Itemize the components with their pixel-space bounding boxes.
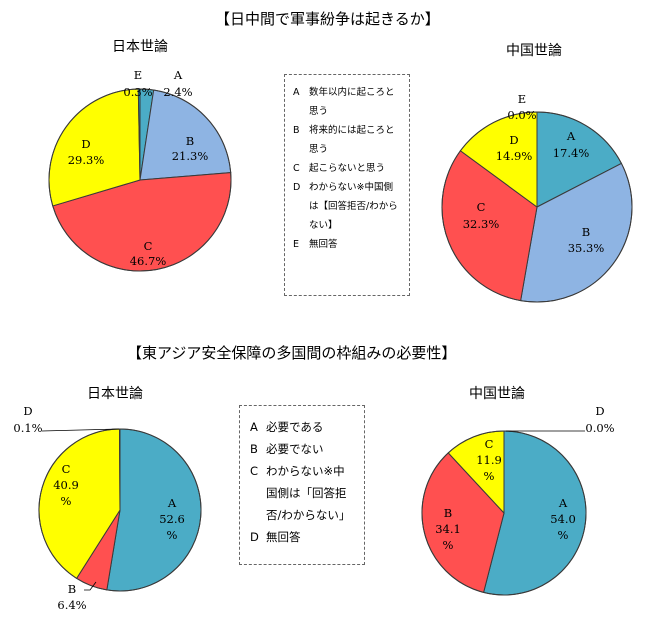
pie1-label-b: B 21.3% [172, 134, 209, 163]
pie2-label-b: B 35.3% [568, 225, 605, 255]
legend-item: D 無回答 [250, 530, 301, 544]
legend-item: E 無回答 [293, 239, 338, 250]
pie3-label-c: C 40.9% [53, 462, 79, 508]
legend-item: C わからない※中国側は「回答拒否/わからない」 [250, 464, 351, 522]
pie1-label-e: E 0.3% [123, 68, 152, 99]
legend-item: C 起こらないと思う [293, 163, 386, 174]
pie3-leader-b [84, 581, 97, 591]
pie3-slice-d [118, 428, 121, 511]
pie1-label-d: D 29.3% [68, 137, 105, 167]
pie3-label-d: D 0.1% [13, 404, 42, 435]
chart2-title: 中国世論 [506, 43, 562, 59]
pie2-label-a: A 17.4% [553, 129, 590, 160]
pie3-outline [38, 428, 202, 592]
legend-item: B 必要でない [250, 442, 324, 456]
pie3-slice-a [106, 428, 202, 592]
pie2-label-d: D 14.9% [496, 133, 533, 163]
pie2-outline [441, 111, 633, 303]
pie1-outline [48, 88, 232, 272]
pie2-label-e: E 0.0% [507, 92, 536, 122]
pie3-label-a: A 52.6% [159, 496, 185, 542]
chart1-title: 日本世論 [112, 39, 168, 55]
legend-item: B 将来的には起ころと思う [293, 125, 395, 155]
pie2-label-c: C 32.3% [463, 200, 500, 231]
pie4-label-d: D 0.0% [585, 404, 614, 435]
pie1-label-a: A 2.4% [163, 68, 192, 99]
pie4-outline [421, 430, 587, 596]
pie3-label-b: B 6.4% [57, 582, 86, 612]
pie4-label-a: A 54.0% [550, 496, 576, 542]
legend-conflict: A 数年以内に起ころと思う B 将来的には起ころと思う C 起こらないと思う D わから… [284, 74, 410, 296]
legend-item: A 必要である [250, 420, 324, 434]
section-title-conflict: 【日中間で軍事紛争は起きるか】 [215, 10, 440, 28]
chart4-title: 中国世論 [469, 386, 525, 402]
chart3-title: 日本世論 [87, 386, 143, 402]
pie3-leader-d [41, 428, 120, 432]
legend-item: D わからない※中国側は【回答拒否/わからない】 [293, 182, 398, 231]
pie4-label-c: C 11.9% [476, 437, 502, 483]
legend-item: A 数年以内に起ころと思う [293, 87, 395, 117]
section-title-framework: 【東アジア安全保障の多国間の枠組みの必要性】 [127, 344, 457, 362]
pie1-label-c: C 46.7% [130, 239, 167, 268]
pie4-label-b: B 34.1% [435, 506, 461, 552]
